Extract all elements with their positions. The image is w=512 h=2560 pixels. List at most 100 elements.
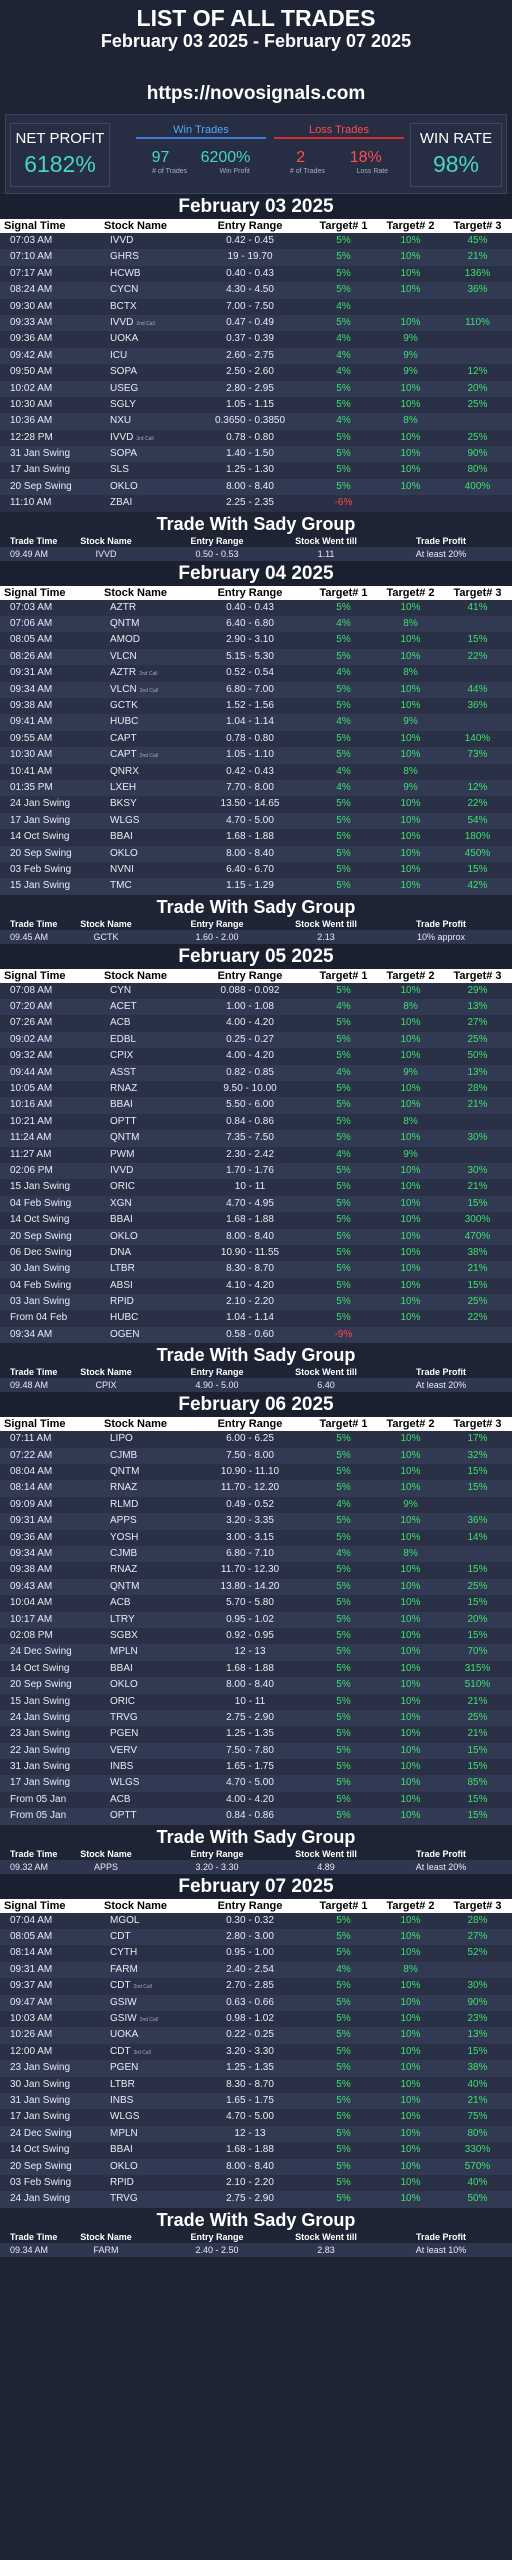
target-3: 41%	[467, 601, 488, 613]
stock-symbol: NVNI	[110, 863, 134, 875]
target-3: 30%	[467, 1132, 488, 1144]
target-3: 22%	[467, 1312, 488, 1324]
entry-range: 0.95 - 1.02	[226, 1613, 274, 1625]
trade-row: 07:03 AM AZTR 0.40 - 0.43 5% 10% 41%	[0, 599, 512, 617]
signal-time: 10:16 AM	[10, 1099, 53, 1111]
target-3: 400%	[464, 480, 491, 492]
sady-cell: APPS	[93, 1861, 118, 1872]
target-2: 10%	[400, 1947, 421, 1959]
trade-row: 09:47 AM GSIW 0.63 - 0.66 5% 10% 90%	[0, 1994, 512, 2011]
stock-symbol: OKLO	[110, 1679, 138, 1691]
sady-cell: 09.48 AM	[10, 1380, 49, 1391]
sady-col-entry: Entry Range	[190, 2231, 244, 2242]
target-1: 4%	[336, 1001, 351, 1013]
trade-row: 03 Feb Swing NVNI 6.40 - 6.70 5% 10% 15%	[0, 861, 512, 879]
target-3: 25%	[467, 1033, 488, 1045]
target-3: 21%	[467, 1181, 488, 1193]
entry-range: 11.70 - 12.20	[220, 1482, 280, 1494]
entry-range: 1.00 - 1.08	[226, 1001, 274, 1013]
report-title: LIST OF ALL TRADES	[136, 5, 376, 31]
col-t3: Target# 3	[453, 1899, 502, 1912]
entry-range: 4.70 - 5.00	[226, 1777, 274, 1789]
trade-row: 31 Jan Swing INBS 1.65 - 1.75 5% 10% 15%	[0, 1759, 512, 1776]
stock-name: AZTR 2nd Call	[100, 665, 190, 681]
target-3: 27%	[467, 1931, 488, 1943]
target-3: 15%	[467, 1482, 488, 1494]
target-1: 5%	[336, 1466, 351, 1478]
day-title: February 05 2025	[0, 943, 512, 969]
entry-range: 2.75 - 2.90	[226, 2193, 274, 2205]
trade-row: 09:50 AM SOPA 2.50 - 2.60 4% 9% 12%	[0, 364, 512, 381]
target-3: 15%	[467, 1279, 488, 1291]
entry-range: 8.00 - 8.40	[226, 847, 274, 859]
target-3: 23%	[467, 2012, 488, 2024]
target-2: 9%	[403, 1066, 418, 1078]
col-stock: Stock Name	[104, 220, 167, 232]
entry-range: 7.35 - 7.50	[226, 1132, 274, 1144]
trade-row: 11:24 AM QNTM 7.35 - 7.50 5% 10% 30%	[0, 1130, 512, 1147]
signal-time: 11:27 AM	[10, 1148, 52, 1160]
stock-name: OKLO	[100, 1229, 190, 1245]
target-3	[444, 1147, 511, 1163]
target-1: 5%	[336, 464, 351, 476]
col-t2: Target# 2	[386, 1899, 435, 1912]
signal-time: 08:14 AM	[10, 1482, 53, 1494]
entry-range: 0.84 - 0.86	[226, 1115, 274, 1127]
entry-range: 5.15 - 5.30	[226, 650, 274, 662]
target-1: 5%	[336, 1695, 351, 1707]
signal-time: 11:10 AM	[10, 497, 52, 509]
win-count-label: # of Trades	[152, 168, 188, 175]
target-3: 54%	[467, 814, 488, 826]
stock-name: ACB	[100, 1792, 190, 1808]
target-1: 5%	[336, 1099, 351, 1111]
target-2: 10%	[400, 798, 421, 810]
trade-row: 14 Oct Swing BBAI 1.68 - 1.88 5% 10% 315%	[0, 1660, 512, 1678]
target-2: 10%	[400, 480, 421, 492]
target-3	[444, 299, 511, 315]
target-3: 510%	[464, 1679, 491, 1691]
stock-name: WLGS	[100, 1775, 190, 1791]
entry-range: 13.80 - 14.20	[220, 1580, 280, 1592]
sady-col-went: Stock Went till	[295, 535, 357, 546]
stock-symbol: USEG	[110, 382, 139, 394]
stock-symbol: HUBC	[110, 716, 139, 728]
entry-range: 6.80 - 7.10	[226, 1548, 274, 1559]
day-section: February 07 2025 Signal Time Stock Name Ent…	[0, 1873, 512, 2257]
trade-row: 02:06 PM IVVD 1.70 - 1.76 5% 10% 30%	[0, 1162, 512, 1180]
sady-header: Trade Time Stock Name Entry Range Stock Wen…	[0, 535, 512, 547]
target-2: 8%	[403, 1001, 418, 1013]
target-2: 10%	[400, 1793, 421, 1805]
target-3: 21%	[467, 1728, 488, 1740]
target-1: 5%	[336, 634, 351, 646]
day-section: February 06 2025 Signal Time Stock Name Ent…	[0, 1392, 512, 1874]
target-3: 40%	[467, 2078, 488, 2090]
target-1: 5%	[336, 1433, 351, 1445]
stock-name: VERV	[100, 1743, 190, 1759]
entry-range: 8.00 - 8.40	[226, 480, 274, 492]
net-profit-value: 6182%	[24, 151, 96, 177]
signal-time: 24 Dec Swing	[10, 1646, 72, 1658]
entry-range: 19 - 19.70	[227, 251, 273, 263]
stock-symbol: GHRS	[110, 251, 139, 263]
signal-time: 09:09 AM	[10, 1498, 53, 1510]
target-3: 90%	[467, 448, 488, 460]
entry-range: 1.25 - 1.30	[226, 464, 274, 476]
signal-time: 04 Feb Swing	[10, 1279, 72, 1291]
site-link[interactable]: https://novosignals.com	[146, 83, 366, 104]
trade-row: 09:43 AM QNTM 13.80 - 14.20 5% 10% 25%	[0, 1578, 512, 1596]
signal-time: 12:00 AM	[10, 2045, 53, 2057]
signal-time: 20 Sep Swing	[10, 480, 72, 492]
entry-range: 0.088 - 0.092	[220, 984, 280, 996]
trade-row: 20 Sep Swing OKLO 8.00 - 8.40 5% 10% 470%	[0, 1228, 512, 1245]
signal-time: From 04 Feb	[10, 1312, 68, 1324]
signal-time: 08:05 AM	[10, 634, 53, 646]
target-2: 9%	[403, 366, 418, 378]
sady-cell: 4.90 - 5.00	[195, 1380, 239, 1391]
sady-col-profit: Trade Profit	[415, 918, 466, 929]
target-2: 10%	[400, 316, 421, 328]
signal-time: 10:36 AM	[10, 415, 53, 427]
signal-time: 04 Feb Swing	[10, 1197, 72, 1209]
column-header: Signal Time Stock Name Entry Range Target# …	[0, 219, 512, 233]
trade-row: 10:02 AM USEG 2.80 - 2.95 5% 10% 20%	[0, 380, 512, 397]
stock-name: QNRX	[100, 764, 190, 780]
